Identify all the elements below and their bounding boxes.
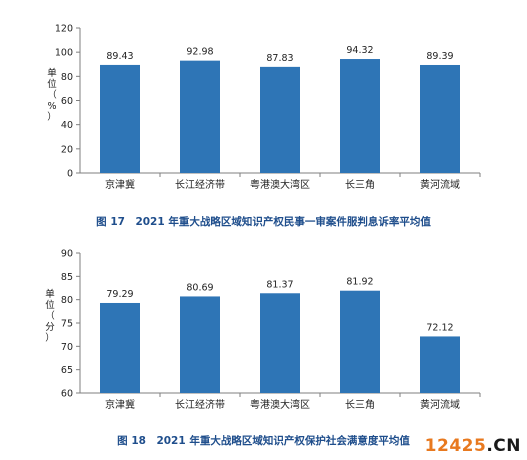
y-axis-label-char: （ [47, 89, 57, 101]
x-tick-label: 京津冀 [105, 398, 135, 411]
bar [340, 59, 380, 173]
bar [420, 64, 460, 173]
y-tick-label: 0 [67, 169, 73, 180]
x-tick-label: 黄河流域 [420, 178, 460, 191]
watermark-number: 12425 [424, 436, 487, 456]
x-tick-label: 京津冀 [105, 178, 135, 191]
bar [100, 302, 140, 393]
y-axis-label-char: 单 [45, 288, 55, 300]
bar-value-label: 80.69 [186, 282, 213, 293]
y-tick-label: 80 [61, 295, 73, 306]
y-axis-label-char: 分 [45, 322, 55, 333]
y-axis-label-char: % [47, 101, 56, 112]
y-axis-label-char: 单 [47, 67, 57, 79]
y-tick-label: 75 [61, 319, 73, 330]
bar-value-label: 87.83 [266, 53, 293, 64]
bar-value-label: 92.98 [186, 47, 213, 58]
bar [180, 296, 220, 393]
y-tick-label: 40 [61, 120, 73, 131]
chart-18-satisfaction-score: 60 65 70 75 80 85 90 单位（分） 79.29 京津冀 80.69 长江经济带 81.… [45, 249, 481, 411]
bar [100, 64, 140, 173]
bar [260, 293, 300, 393]
y-tick-label: 85 [61, 272, 73, 283]
chart-17-service-acceptance-rate: 0 20 40 60 80 100 120 单位（%） 89.43 京津冀 92.98 长江经济带 87… [47, 24, 481, 191]
bar-value-label: 89.43 [106, 51, 133, 62]
bar [260, 66, 300, 173]
bar [180, 60, 220, 173]
x-tick-label: 长江经济带 [175, 178, 225, 191]
y-tick-label: 70 [61, 342, 73, 353]
y-axis-label-char: 位 [47, 78, 57, 90]
bar-value-label: 89.39 [426, 51, 453, 62]
y-tick-label: 90 [61, 249, 73, 260]
y-axis-label-char: （ [45, 310, 55, 322]
y-tick-label: 120 [55, 24, 73, 35]
figure-17-caption: 图 17 2021 年重大战略区域知识产权民事一审案件服判息诉率平均值 [96, 216, 431, 228]
bar-value-label: 94.32 [346, 45, 373, 56]
y-tick-label: 60 [61, 389, 73, 400]
x-tick-label: 长三角 [345, 399, 375, 411]
y-tick-label: 100 [55, 48, 73, 59]
bar [420, 336, 460, 393]
bar-value-label: 72.12 [426, 322, 453, 333]
y-tick-label: 60 [61, 96, 73, 107]
y-axis-label-char: 位 [45, 299, 55, 311]
watermark-domain: .CN [486, 436, 521, 456]
bar-value-label: 81.92 [346, 277, 373, 288]
x-tick-label: 粤港澳大湾区 [250, 178, 310, 191]
x-tick-label: 黄河流域 [420, 398, 460, 411]
bar-value-label: 79.29 [106, 289, 133, 300]
x-tick-label: 长三角 [345, 179, 375, 191]
bar [340, 290, 380, 393]
x-tick-label: 长江经济带 [175, 398, 225, 411]
y-axis-label-char: ） [47, 111, 57, 123]
x-tick-label: 粤港澳大湾区 [250, 398, 310, 411]
y-tick-label: 20 [61, 144, 73, 155]
site-watermark-logo: 12425.CN [425, 436, 521, 456]
bar-value-label: 81.37 [266, 279, 293, 290]
figure-18-caption: 图 18 2021 年重大战略区域知识产权保护社会满意度平均值 [117, 435, 410, 447]
y-tick-label: 80 [61, 72, 73, 83]
y-axis-label-char: ） [45, 332, 55, 344]
y-tick-label: 65 [61, 365, 73, 376]
